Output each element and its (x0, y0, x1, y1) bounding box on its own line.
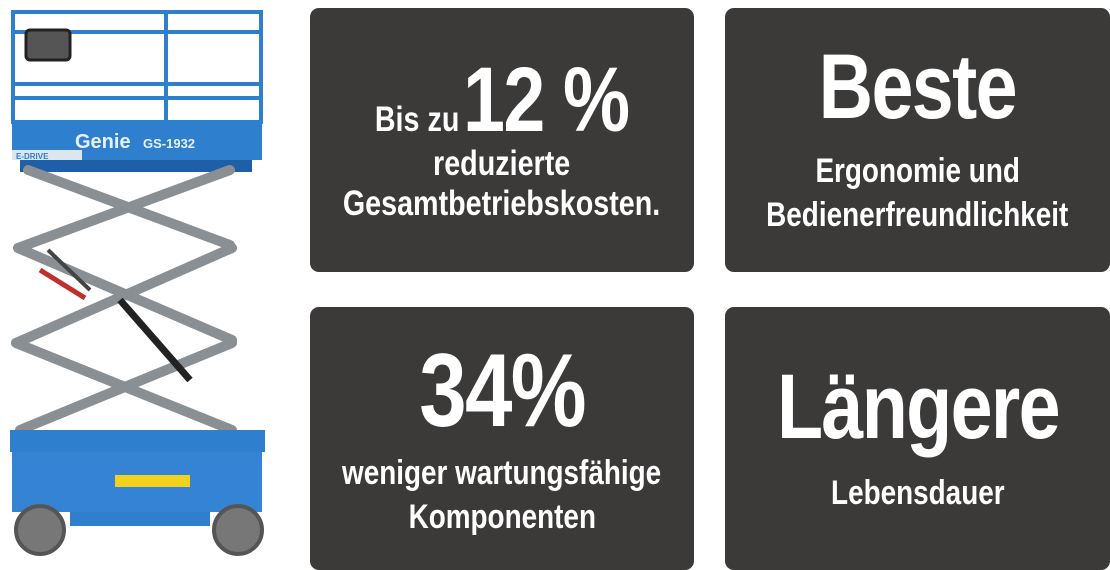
card-line: Gesamtbetriebskosten. (343, 184, 661, 223)
card-lifespan: Längere Lebensdauer (725, 307, 1110, 570)
card-line: Ergonomie und (815, 152, 1020, 190)
card-ergonomics: Beste Ergonomie und Bedienerfreundlichke… (725, 8, 1110, 272)
lift-model: GS-1932 (143, 136, 195, 151)
lift-brand: Genie (75, 131, 131, 153)
lift-badge: E-DRIVE (16, 152, 49, 161)
scissor-lift-image: Genie GS-1932 E-DRIVE (10, 10, 265, 556)
card-line: reduzierte (433, 144, 571, 183)
card-headline: 12 % (463, 49, 630, 151)
card-fewer-components: 34% weniger wartungsfähige Komponenten (310, 307, 694, 570)
card-line: Lebensdauer (830, 473, 1005, 512)
card-headline: Längere (776, 355, 1060, 458)
card-cost-reduction: Bis zu 12 % reduzierte Gesamtbetriebskos… (310, 8, 694, 272)
card-line: weniger wartungsfähige (342, 453, 662, 492)
card-headline: 34% (419, 332, 586, 449)
card-prefix: Bis zu (375, 100, 460, 139)
card-headline: Beste (818, 36, 1018, 138)
card-line: Bedienerfreundlichkeit (766, 196, 1069, 234)
card-line: Komponenten (408, 497, 596, 536)
